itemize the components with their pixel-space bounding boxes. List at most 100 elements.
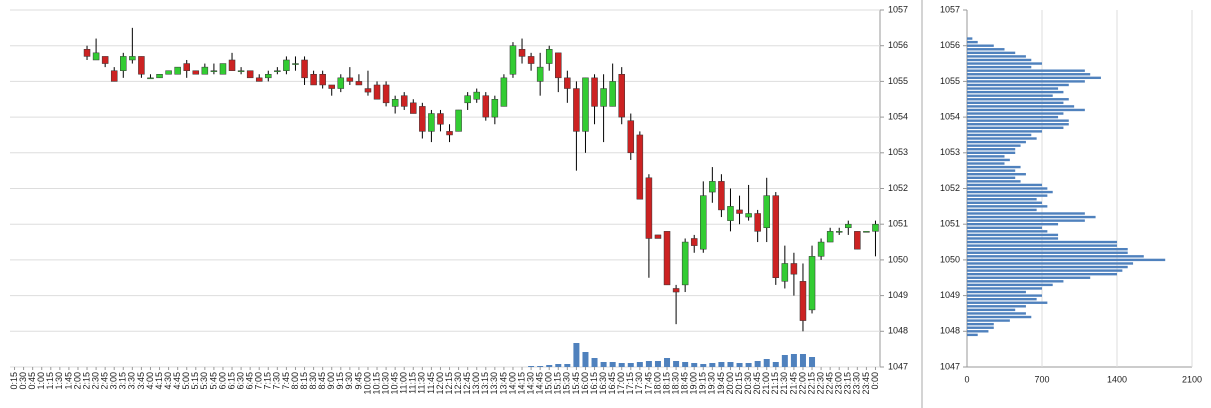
y-tick-label: 1057 — [940, 4, 960, 14]
profile-bar — [967, 315, 1032, 319]
volume-bar — [591, 358, 598, 367]
x-tick-label: 9:15 — [335, 372, 345, 390]
x-tick-label: 16:00 — [580, 372, 590, 395]
volume-bar — [573, 343, 580, 367]
profile-bar — [967, 76, 1101, 80]
profile-bar — [967, 219, 1085, 222]
profile-bar — [967, 115, 1059, 119]
volume-bar — [736, 363, 743, 367]
profile-bar — [967, 98, 1069, 101]
x-tick-label: 7:45 — [281, 372, 291, 390]
candle-body — [645, 177, 653, 239]
x-tick-label: 13:00 — [471, 372, 481, 395]
profile-bar — [967, 208, 1037, 212]
candle-body — [210, 70, 218, 72]
x-tick-label: 1:00 — [36, 372, 46, 390]
x-tick-label: 9:30 — [344, 372, 354, 390]
x-tick-label: 22:15 — [806, 372, 816, 395]
x-tick-label: 21:15 — [770, 372, 780, 395]
y-tick-label: 1047 — [940, 361, 960, 371]
volume-bar — [745, 363, 752, 367]
y-tick-label: 1048 — [888, 326, 908, 336]
profile-bar — [967, 169, 1016, 172]
x-tick-label: 3:30 — [127, 372, 137, 390]
y-tick-label: 1049 — [888, 290, 908, 300]
x-tick-label: 22:00 — [797, 372, 807, 395]
profile-bar — [967, 333, 978, 337]
x-tick-label: 20:00 — [725, 372, 735, 395]
candle-body — [192, 70, 200, 75]
profile-bar — [967, 87, 1059, 90]
volume-bar — [709, 363, 716, 367]
profile-bar — [967, 130, 1042, 133]
y-tick-label: 1056 — [940, 40, 960, 50]
profile-bar — [967, 330, 989, 333]
x-tick-label: 0:30 — [18, 372, 28, 390]
profile-bar — [967, 198, 1037, 201]
x-tick-label: 11:30 — [417, 372, 427, 394]
x-tick-label: 4:15 — [154, 372, 164, 390]
x-tick-label: 14:30 — [525, 372, 535, 395]
x-tick-label: 4:45 — [172, 372, 182, 390]
candle-body — [573, 88, 580, 132]
profile-bar — [967, 194, 1048, 197]
x-tick-label: 15:00 — [544, 372, 554, 395]
profile-bar — [967, 62, 1042, 65]
candle-body — [346, 77, 354, 82]
volume-bar — [636, 362, 643, 367]
candle-body — [246, 70, 254, 79]
y-tick-label: 1051 — [888, 219, 908, 229]
profile-bar — [967, 269, 1123, 272]
candle-body — [845, 223, 852, 229]
x-tick-label: 13:15 — [480, 372, 490, 395]
profile-bar — [967, 223, 1059, 226]
profile-bar — [967, 287, 1042, 290]
profile-bar — [967, 187, 1048, 190]
x-tick-label: 12:15 — [444, 372, 454, 395]
candle-body — [337, 77, 345, 89]
profile-bar — [967, 312, 1026, 315]
y-tick-label: 1053 — [940, 147, 960, 157]
x-tick-label: 1:30 — [54, 372, 64, 390]
candle-body — [727, 206, 734, 221]
x-tick-label: 19:45 — [716, 372, 726, 395]
x-tick-label: 0:45 — [27, 372, 37, 390]
candle-body — [654, 234, 662, 239]
profile-bar — [967, 48, 1005, 51]
candle-body — [129, 56, 136, 61]
profile-bar — [967, 37, 973, 40]
y-tick-label: 1057 — [888, 4, 908, 14]
x-tick-label: 1400 — [1107, 374, 1127, 384]
profile-bar — [967, 123, 1069, 126]
candle-body — [591, 77, 598, 107]
volume-bar — [564, 364, 571, 367]
x-tick-label: 17:15 — [625, 372, 635, 395]
candle-body — [437, 113, 444, 125]
volume-bar — [754, 361, 761, 367]
candle-body — [147, 77, 154, 80]
volume-bar — [600, 362, 607, 367]
candle-body — [92, 52, 100, 61]
x-tick-label: 22:30 — [815, 372, 825, 395]
x-tick-label: 10:15 — [371, 372, 381, 395]
candle-body — [817, 241, 825, 257]
x-tick-label: 19:00 — [689, 372, 699, 395]
x-tick-label: 18:30 — [670, 372, 680, 395]
x-tick-label: 18:15 — [661, 372, 671, 395]
candle-body — [382, 84, 390, 104]
x-tick-label: 23:30 — [852, 372, 862, 395]
x-tick-label: 8:30 — [308, 372, 318, 390]
volume-bar — [781, 355, 788, 367]
x-tick-label: 9:00 — [326, 372, 336, 390]
profile-bar — [967, 155, 1005, 158]
candle-body — [799, 281, 807, 321]
profile-bar — [967, 258, 1166, 262]
candle-body — [835, 231, 843, 233]
volume-bar — [799, 354, 806, 367]
x-tick-label: 13:30 — [489, 372, 499, 395]
candle-body — [174, 66, 181, 75]
volume-bar — [618, 363, 625, 367]
profile-bar — [967, 140, 1026, 144]
candle-body — [364, 88, 372, 93]
profile-bar — [967, 144, 1021, 147]
